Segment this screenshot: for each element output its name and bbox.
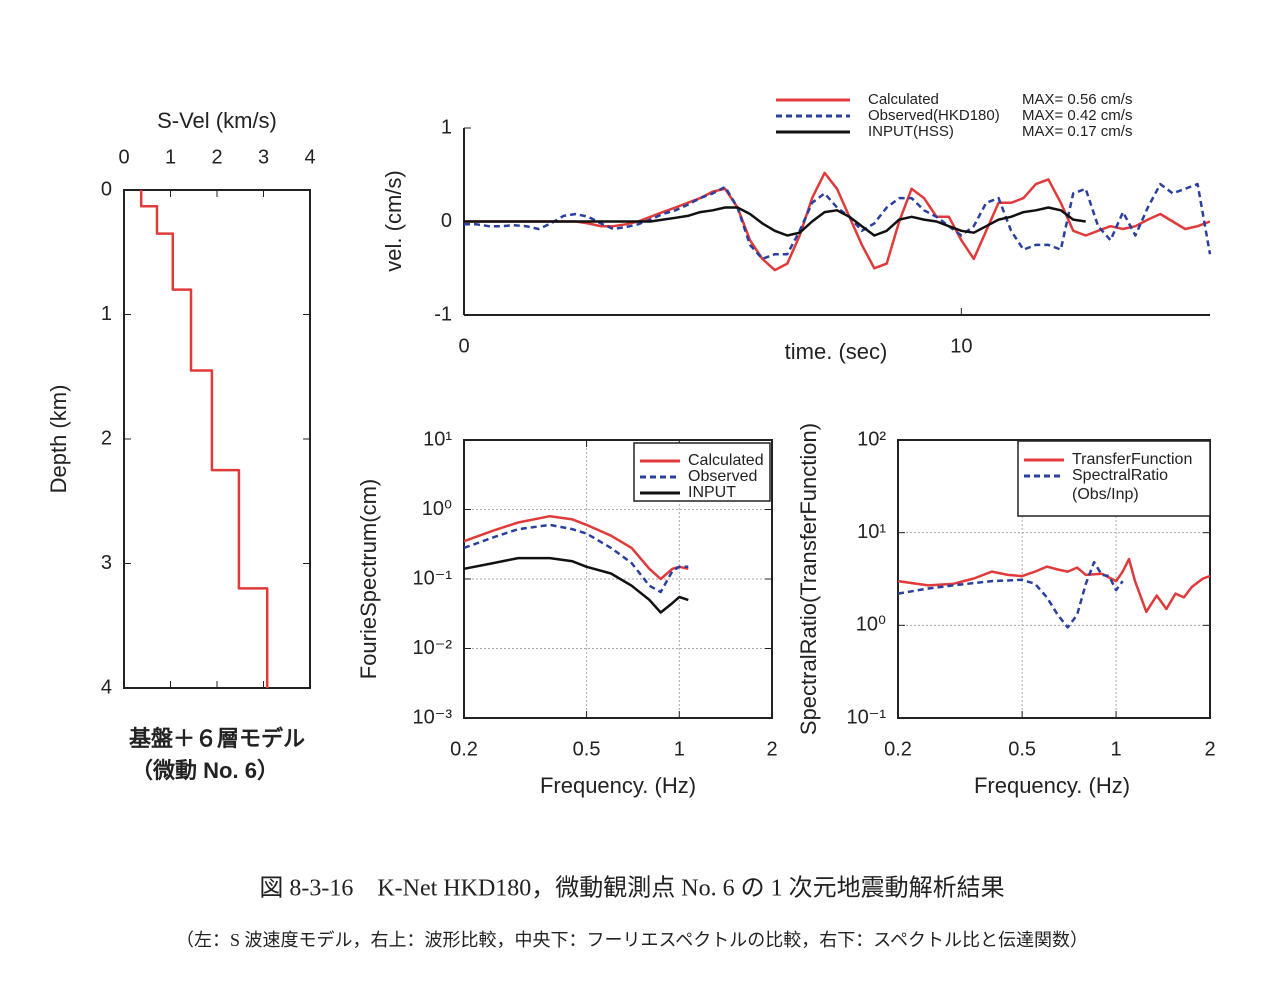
x-tick-label: 10 <box>950 335 972 357</box>
legend-box <box>633 442 771 502</box>
y-axis-label: vel. (cm/s) <box>381 170 406 271</box>
legend-label: Calculated <box>868 91 939 108</box>
series-line <box>464 171 1211 272</box>
x-tick-label: 0 <box>458 335 469 357</box>
y-tick-label: 1 <box>441 116 452 138</box>
y-tick-label: 10⁻³ <box>413 706 453 728</box>
series-line <box>139 190 269 688</box>
x-tick-label: 0.5 <box>1008 738 1036 760</box>
series-line <box>463 556 689 614</box>
series-line <box>897 560 1124 629</box>
series-line <box>897 557 1211 614</box>
figure-caption: 図 8-3-16 K-Net HKD180，微動観測点 No. 6 の 1 次元… <box>259 875 1004 902</box>
x-tick-label: 3 <box>258 146 269 168</box>
y-tick-label: 10⁰ <box>856 614 886 636</box>
y-axis-label: Depth (km) <box>46 385 71 494</box>
y-axis-label: SpectralRatio(TransferFunction) <box>796 423 821 735</box>
x-tick-label: 0.5 <box>573 738 601 760</box>
x-tick-label: 1 <box>1111 738 1122 760</box>
legend-label-box: SpectralRatio (Obs/Inp) <box>1072 467 1169 503</box>
caption: （微動 No. 6） <box>131 758 279 783</box>
y-tick-label: 10⁻¹ <box>847 706 887 728</box>
y-tick-label: 2 <box>101 427 112 449</box>
x-tick-label: 2 <box>211 146 222 168</box>
y-axis-label: FourieSpectrum(cm) <box>356 479 381 679</box>
x-axis-label: Frequency. (Hz) <box>540 773 696 798</box>
y-tick-label: 0 <box>101 178 112 200</box>
x-axis-label: Frequency. (Hz) <box>974 773 1130 798</box>
x-tick-label: 4 <box>304 146 315 168</box>
y-tick-label: 10¹ <box>423 428 452 450</box>
legend-max: MAX= 0.42 cm/s <box>1022 107 1132 124</box>
series-line <box>464 206 1086 237</box>
legend-max: MAX= 0.17 cm/s <box>1022 123 1132 140</box>
figure-note: （左：S 波速度モデル，右上：波形比較，中央下：フーリエスペクトルの比較，右下：… <box>176 930 1088 950</box>
series-line <box>463 514 689 581</box>
x-tick-label: 0.2 <box>450 738 478 760</box>
legend-label: INPUT <box>688 484 736 501</box>
legend-label: SpectralRatio (Obs/Inp) <box>1072 467 1169 503</box>
x-tick-label: 1 <box>165 146 176 168</box>
x-tick-label: 2 <box>766 738 777 760</box>
plot-frame <box>123 189 311 689</box>
series-line <box>463 523 689 594</box>
y-tick-label: 10⁰ <box>422 498 452 520</box>
x-tick-label: 2 <box>1204 738 1215 760</box>
x-tick-label: 0 <box>118 146 129 168</box>
y-tick-label: 10⁻² <box>413 637 453 659</box>
y-tick-label: 3 <box>101 552 112 574</box>
x-axis-label: S-Vel (km/s) <box>157 108 277 133</box>
legend-label: Observed <box>688 468 757 485</box>
caption: 基盤＋６層モデル <box>129 726 305 751</box>
x-axis-label: time. (sec) <box>785 339 888 364</box>
plot-frame <box>897 439 1211 719</box>
y-tick-label: 0 <box>441 210 452 232</box>
x-tick-label: 1 <box>674 738 685 760</box>
legend-max: MAX= 0.56 cm/s <box>1022 91 1132 108</box>
y-tick-label: 1 <box>101 303 112 325</box>
y-tick-label: 10¹ <box>857 521 886 543</box>
x-tick-label: 0.2 <box>884 738 912 760</box>
legend-label: INPUT(HSS) <box>868 123 954 140</box>
y-tick-label: -1 <box>434 303 452 325</box>
y-tick-label: 10² <box>857 428 886 450</box>
plot-frame <box>463 439 773 719</box>
y-tick-label: 10⁻¹ <box>413 567 453 589</box>
legend-label: Calculated <box>688 452 764 469</box>
y-tick-label: 4 <box>101 676 112 698</box>
legend-label: TransferFunction <box>1072 451 1192 468</box>
legend-label: Observed(HKD180) <box>868 107 1000 124</box>
legend-box <box>1017 440 1211 517</box>
